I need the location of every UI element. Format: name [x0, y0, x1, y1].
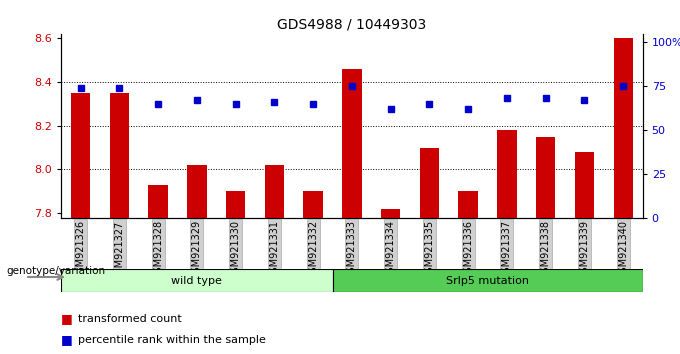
Text: GSM921328: GSM921328 — [153, 220, 163, 279]
Text: genotype/variation: genotype/variation — [7, 266, 106, 276]
Text: ■: ■ — [61, 312, 73, 325]
Bar — [187, 165, 207, 218]
Text: GSM921334: GSM921334 — [386, 220, 396, 279]
Bar — [71, 93, 90, 218]
Bar — [61, 269, 333, 292]
Text: GSM921329: GSM921329 — [192, 220, 202, 279]
Text: GSM921331: GSM921331 — [269, 220, 279, 279]
Text: percentile rank within the sample: percentile rank within the sample — [78, 335, 266, 345]
Text: GSM921327: GSM921327 — [114, 220, 124, 280]
Bar — [381, 209, 401, 218]
Text: GSM921332: GSM921332 — [308, 220, 318, 279]
Bar — [497, 130, 517, 218]
Text: GSM921330: GSM921330 — [231, 220, 241, 279]
Text: ■: ■ — [61, 333, 73, 346]
Text: GSM921340: GSM921340 — [618, 220, 628, 279]
Bar — [265, 165, 284, 218]
Bar — [226, 192, 245, 218]
Text: GSM921336: GSM921336 — [463, 220, 473, 279]
Bar — [458, 192, 478, 218]
Bar — [333, 269, 643, 292]
Bar — [420, 148, 439, 218]
Bar — [613, 38, 633, 218]
Text: GSM921326: GSM921326 — [75, 220, 86, 279]
Text: wild type: wild type — [171, 275, 222, 286]
Text: GSM921338: GSM921338 — [541, 220, 551, 279]
Bar — [342, 69, 362, 218]
Text: GSM921337: GSM921337 — [502, 220, 512, 279]
Bar — [109, 93, 129, 218]
Text: GSM921339: GSM921339 — [579, 220, 590, 279]
Text: Srlp5 mutation: Srlp5 mutation — [446, 275, 529, 286]
Bar — [575, 152, 594, 218]
Text: GSM921333: GSM921333 — [347, 220, 357, 279]
Bar — [148, 185, 168, 218]
Bar — [303, 192, 323, 218]
Text: GSM921335: GSM921335 — [424, 220, 435, 279]
Title: GDS4988 / 10449303: GDS4988 / 10449303 — [277, 17, 426, 31]
Text: transformed count: transformed count — [78, 314, 182, 324]
Bar — [536, 137, 556, 218]
